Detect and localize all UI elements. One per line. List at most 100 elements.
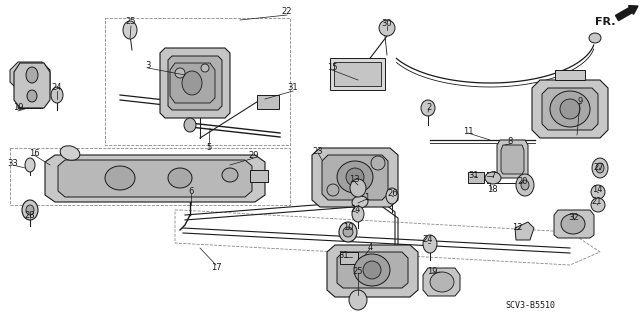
Text: 9: 9	[577, 97, 582, 106]
Ellipse shape	[201, 64, 209, 72]
Ellipse shape	[27, 90, 37, 102]
Ellipse shape	[60, 146, 80, 160]
Text: 6: 6	[188, 188, 194, 197]
Ellipse shape	[349, 290, 367, 310]
Polygon shape	[337, 252, 408, 288]
Polygon shape	[312, 148, 398, 207]
Polygon shape	[322, 155, 388, 200]
Polygon shape	[160, 48, 230, 118]
Text: 17: 17	[211, 263, 221, 272]
Ellipse shape	[363, 261, 381, 279]
Polygon shape	[14, 63, 50, 108]
Ellipse shape	[591, 198, 605, 212]
Ellipse shape	[22, 200, 38, 220]
Text: 31: 31	[288, 84, 298, 93]
Ellipse shape	[339, 222, 357, 242]
Ellipse shape	[371, 156, 385, 170]
Text: 12: 12	[512, 224, 522, 233]
Text: 19: 19	[13, 103, 23, 113]
Polygon shape	[170, 63, 215, 103]
Text: 26: 26	[388, 189, 398, 198]
Polygon shape	[532, 80, 608, 138]
Text: 19: 19	[427, 268, 437, 277]
Polygon shape	[18, 62, 42, 108]
Polygon shape	[515, 222, 534, 240]
Text: 18: 18	[486, 184, 497, 194]
Ellipse shape	[105, 166, 135, 190]
Polygon shape	[168, 56, 222, 110]
Polygon shape	[468, 172, 484, 183]
Ellipse shape	[26, 67, 38, 83]
Text: 31: 31	[468, 170, 479, 180]
Text: 13: 13	[349, 175, 359, 184]
Ellipse shape	[182, 71, 202, 95]
Polygon shape	[497, 140, 528, 178]
Ellipse shape	[379, 20, 395, 36]
Ellipse shape	[550, 91, 590, 127]
Text: 29: 29	[249, 151, 259, 160]
Ellipse shape	[516, 174, 534, 196]
Text: 25: 25	[125, 18, 136, 26]
Ellipse shape	[423, 235, 437, 253]
Text: 23: 23	[313, 147, 323, 157]
Text: 8: 8	[508, 137, 513, 146]
Ellipse shape	[343, 227, 353, 237]
Polygon shape	[334, 62, 381, 86]
Text: 21: 21	[592, 197, 602, 206]
Ellipse shape	[589, 33, 601, 43]
Polygon shape	[340, 252, 358, 264]
Text: FR.: FR.	[595, 17, 616, 27]
Polygon shape	[10, 62, 50, 108]
Text: 2: 2	[426, 102, 431, 112]
Polygon shape	[250, 170, 268, 182]
Ellipse shape	[561, 214, 585, 234]
Ellipse shape	[168, 168, 192, 188]
Ellipse shape	[175, 68, 185, 78]
Text: 15: 15	[327, 63, 337, 72]
Text: 4: 4	[367, 242, 372, 251]
Ellipse shape	[51, 87, 63, 103]
Polygon shape	[330, 58, 385, 90]
Ellipse shape	[521, 180, 529, 190]
Ellipse shape	[346, 168, 364, 186]
Polygon shape	[45, 155, 265, 202]
Text: 31: 31	[339, 250, 349, 259]
Text: 16: 16	[29, 149, 39, 158]
Ellipse shape	[560, 99, 580, 119]
Text: 3: 3	[145, 61, 150, 70]
Text: 32: 32	[569, 213, 579, 222]
Ellipse shape	[350, 179, 366, 197]
Ellipse shape	[485, 172, 501, 184]
Polygon shape	[58, 160, 252, 197]
Text: 24: 24	[52, 83, 62, 92]
Ellipse shape	[386, 188, 398, 204]
Ellipse shape	[596, 163, 604, 173]
Text: 22: 22	[282, 8, 292, 17]
Polygon shape	[555, 70, 585, 80]
Polygon shape	[257, 95, 279, 109]
Polygon shape	[542, 88, 598, 130]
Polygon shape	[423, 268, 460, 296]
Text: 5: 5	[206, 143, 212, 152]
Ellipse shape	[337, 161, 373, 193]
Text: 24: 24	[423, 235, 433, 244]
Ellipse shape	[430, 272, 454, 292]
Ellipse shape	[123, 21, 137, 39]
Ellipse shape	[184, 118, 196, 132]
Text: 20: 20	[518, 176, 528, 186]
Ellipse shape	[26, 205, 34, 215]
Text: 24: 24	[351, 205, 361, 214]
Ellipse shape	[327, 184, 339, 196]
Polygon shape	[554, 210, 594, 238]
Text: 28: 28	[25, 211, 35, 220]
Ellipse shape	[352, 206, 364, 222]
Polygon shape	[501, 145, 524, 174]
Text: 33: 33	[8, 159, 19, 167]
Text: 25: 25	[353, 268, 364, 277]
Text: 30: 30	[381, 19, 392, 28]
Ellipse shape	[421, 100, 435, 116]
Ellipse shape	[591, 185, 605, 199]
Text: SCV3-B5510: SCV3-B5510	[505, 300, 555, 309]
Polygon shape	[327, 245, 418, 297]
Text: 27: 27	[594, 164, 604, 173]
